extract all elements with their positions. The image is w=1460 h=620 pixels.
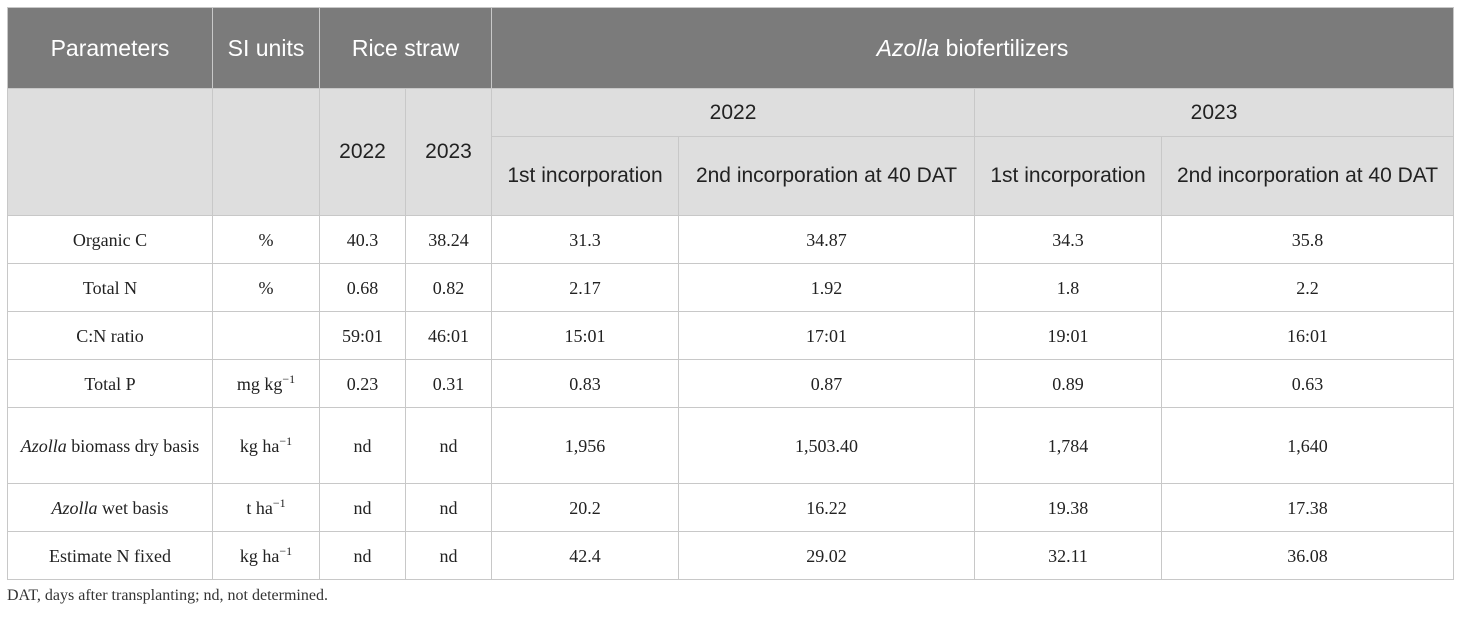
header-azolla-biofertilizers: Azolla biofertilizers [491, 7, 1455, 89]
cell-parameter: Estimate N fixed [7, 531, 213, 580]
table-row: Organic C % 40.3 38.24 31.3 34.87 34.3 3… [7, 215, 1455, 264]
cell-rice-straw-2022: nd [319, 531, 406, 580]
cell-rice-straw-2022: 0.68 [319, 263, 406, 312]
unit-text: t ha [246, 497, 273, 518]
param-text: wet basis [97, 497, 169, 518]
cell-rice-straw-2023: nd [404, 407, 493, 484]
cell-azolla-2022-second: 16.22 [678, 483, 976, 532]
header-2023-second-incorporation: 2nd incorporation at 40 DAT [1161, 136, 1455, 216]
cell-azolla-2023-first: 34.3 [974, 215, 1163, 264]
table-row: Azolla wet basis t ha−1 nd nd 20.2 16.22… [7, 483, 1455, 532]
cell-azolla-2023-second: 1,640 [1161, 407, 1455, 484]
param-italic: Azolla [51, 497, 98, 518]
header-azolla-italic: Azolla [876, 34, 940, 61]
header-blank-parameters [7, 88, 213, 216]
header-rice-straw: Rice straw [318, 7, 493, 89]
unit-superscript: −1 [272, 495, 286, 510]
cell-azolla-2022-second: 34.87 [678, 215, 976, 264]
header-rice-straw-2022: 2022 [319, 88, 406, 216]
unit-superscript: −1 [279, 433, 293, 448]
cell-unit [212, 311, 320, 360]
cell-rice-straw-2023: nd [404, 531, 493, 580]
unit-superscript: −1 [282, 371, 296, 386]
cell-parameter: Total P [7, 359, 213, 408]
cell-rice-straw-2022: nd [319, 483, 406, 532]
cell-unit: % [212, 263, 320, 312]
param-text: biomass dry basis [66, 435, 200, 456]
cell-azolla-2023-first: 1.8 [974, 263, 1163, 312]
cell-rice-straw-2023: 0.31 [404, 359, 493, 408]
cell-azolla-2022-first: 20.2 [491, 483, 680, 532]
cell-azolla-2023-second: 16:01 [1161, 311, 1455, 360]
cell-azolla-2023-second: 0.63 [1161, 359, 1455, 408]
cell-rice-straw-2022: 40.3 [319, 215, 406, 264]
cell-azolla-2022-first: 2.17 [491, 263, 680, 312]
cell-azolla-2023-second: 17.38 [1161, 483, 1455, 532]
cell-azolla-2022-second: 0.87 [678, 359, 976, 408]
header-azolla-2022: 2022 [491, 88, 976, 137]
cell-azolla-2023-first: 0.89 [974, 359, 1163, 408]
cell-rice-straw-2023: 0.82 [404, 263, 493, 312]
header-2022-first-incorporation: 1st incorporation [491, 136, 680, 216]
header-blank-units [212, 88, 320, 216]
cell-rice-straw-2022: nd [319, 407, 406, 484]
cell-azolla-2022-first: 42.4 [491, 531, 680, 580]
cell-azolla-2023-first: 32.11 [974, 531, 1163, 580]
header-si-units: SI units [212, 7, 320, 89]
cell-azolla-2023-second: 35.8 [1161, 215, 1455, 264]
table-row: Estimate N fixed kg ha−1 nd nd 42.4 29.0… [7, 531, 1455, 580]
header-2022-second-incorporation: 2nd incorporation at 40 DAT [678, 136, 976, 216]
header-rice-straw-2023: 2023 [404, 88, 493, 216]
cell-parameter: Organic C [7, 215, 213, 264]
cell-azolla-2022-second: 29.02 [678, 531, 976, 580]
cell-azolla-2022-second: 1.92 [678, 263, 976, 312]
unit-text: kg ha [239, 545, 280, 566]
cell-parameter: C:N ratio [7, 311, 213, 360]
cell-unit: mg kg−1 [212, 359, 320, 408]
cell-azolla-2022-second: 17:01 [678, 311, 976, 360]
table-row: C:N ratio 59:01 46:01 15:01 17:01 19:01 … [7, 311, 1455, 360]
cell-parameter: Azolla wet basis [7, 483, 213, 532]
table-row: Total P mg kg−1 0.23 0.31 0.83 0.87 0.89… [7, 359, 1455, 408]
unit-superscript: −1 [279, 543, 293, 558]
header-2023-first-incorporation: 1st incorporation [974, 136, 1163, 216]
unit-text: mg kg [236, 373, 283, 394]
cell-rice-straw-2023: 46:01 [404, 311, 493, 360]
table-footnote: DAT, days after transplanting; nd, not d… [7, 587, 328, 604]
cell-unit: % [212, 215, 320, 264]
table-row: Total N % 0.68 0.82 2.17 1.92 1.8 2.2 [7, 263, 1455, 312]
cell-unit: t ha−1 [212, 483, 320, 532]
cell-rice-straw-2022: 0.23 [319, 359, 406, 408]
cell-azolla-2023-second: 2.2 [1161, 263, 1455, 312]
header-azolla-rest: biofertilizers [939, 34, 1069, 61]
table-container: Parameters SI units Rice straw Azolla bi… [7, 7, 1455, 605]
cell-azolla-2023-second: 36.08 [1161, 531, 1455, 580]
cell-parameter: Total N [7, 263, 213, 312]
cell-parameter: Azolla biomass dry basis [7, 407, 213, 484]
cell-rice-straw-2023: nd [404, 483, 493, 532]
table-row: Azolla biomass dry basis kg ha−1 nd nd 1… [7, 407, 1455, 484]
cell-azolla-2022-first: 31.3 [491, 215, 680, 264]
cell-rice-straw-2023: 38.24 [404, 215, 493, 264]
param-italic: Azolla [20, 435, 67, 456]
cell-azolla-2023-first: 19:01 [974, 311, 1163, 360]
data-table: Parameters SI units Rice straw Azolla bi… [7, 7, 1455, 580]
cell-azolla-2023-first: 1,784 [974, 407, 1163, 484]
cell-rice-straw-2022: 59:01 [319, 311, 406, 360]
cell-azolla-2022-first: 1,956 [491, 407, 680, 484]
cell-azolla-2022-second: 1,503.40 [678, 407, 976, 484]
header-parameters: Parameters [7, 7, 213, 89]
cell-unit: kg ha−1 [212, 531, 320, 580]
header-azolla-2023: 2023 [974, 88, 1455, 137]
cell-azolla-2023-first: 19.38 [974, 483, 1163, 532]
unit-text: kg ha [239, 435, 280, 456]
cell-azolla-2022-first: 0.83 [491, 359, 680, 408]
cell-azolla-2022-first: 15:01 [491, 311, 680, 360]
cell-unit: kg ha−1 [212, 407, 320, 484]
